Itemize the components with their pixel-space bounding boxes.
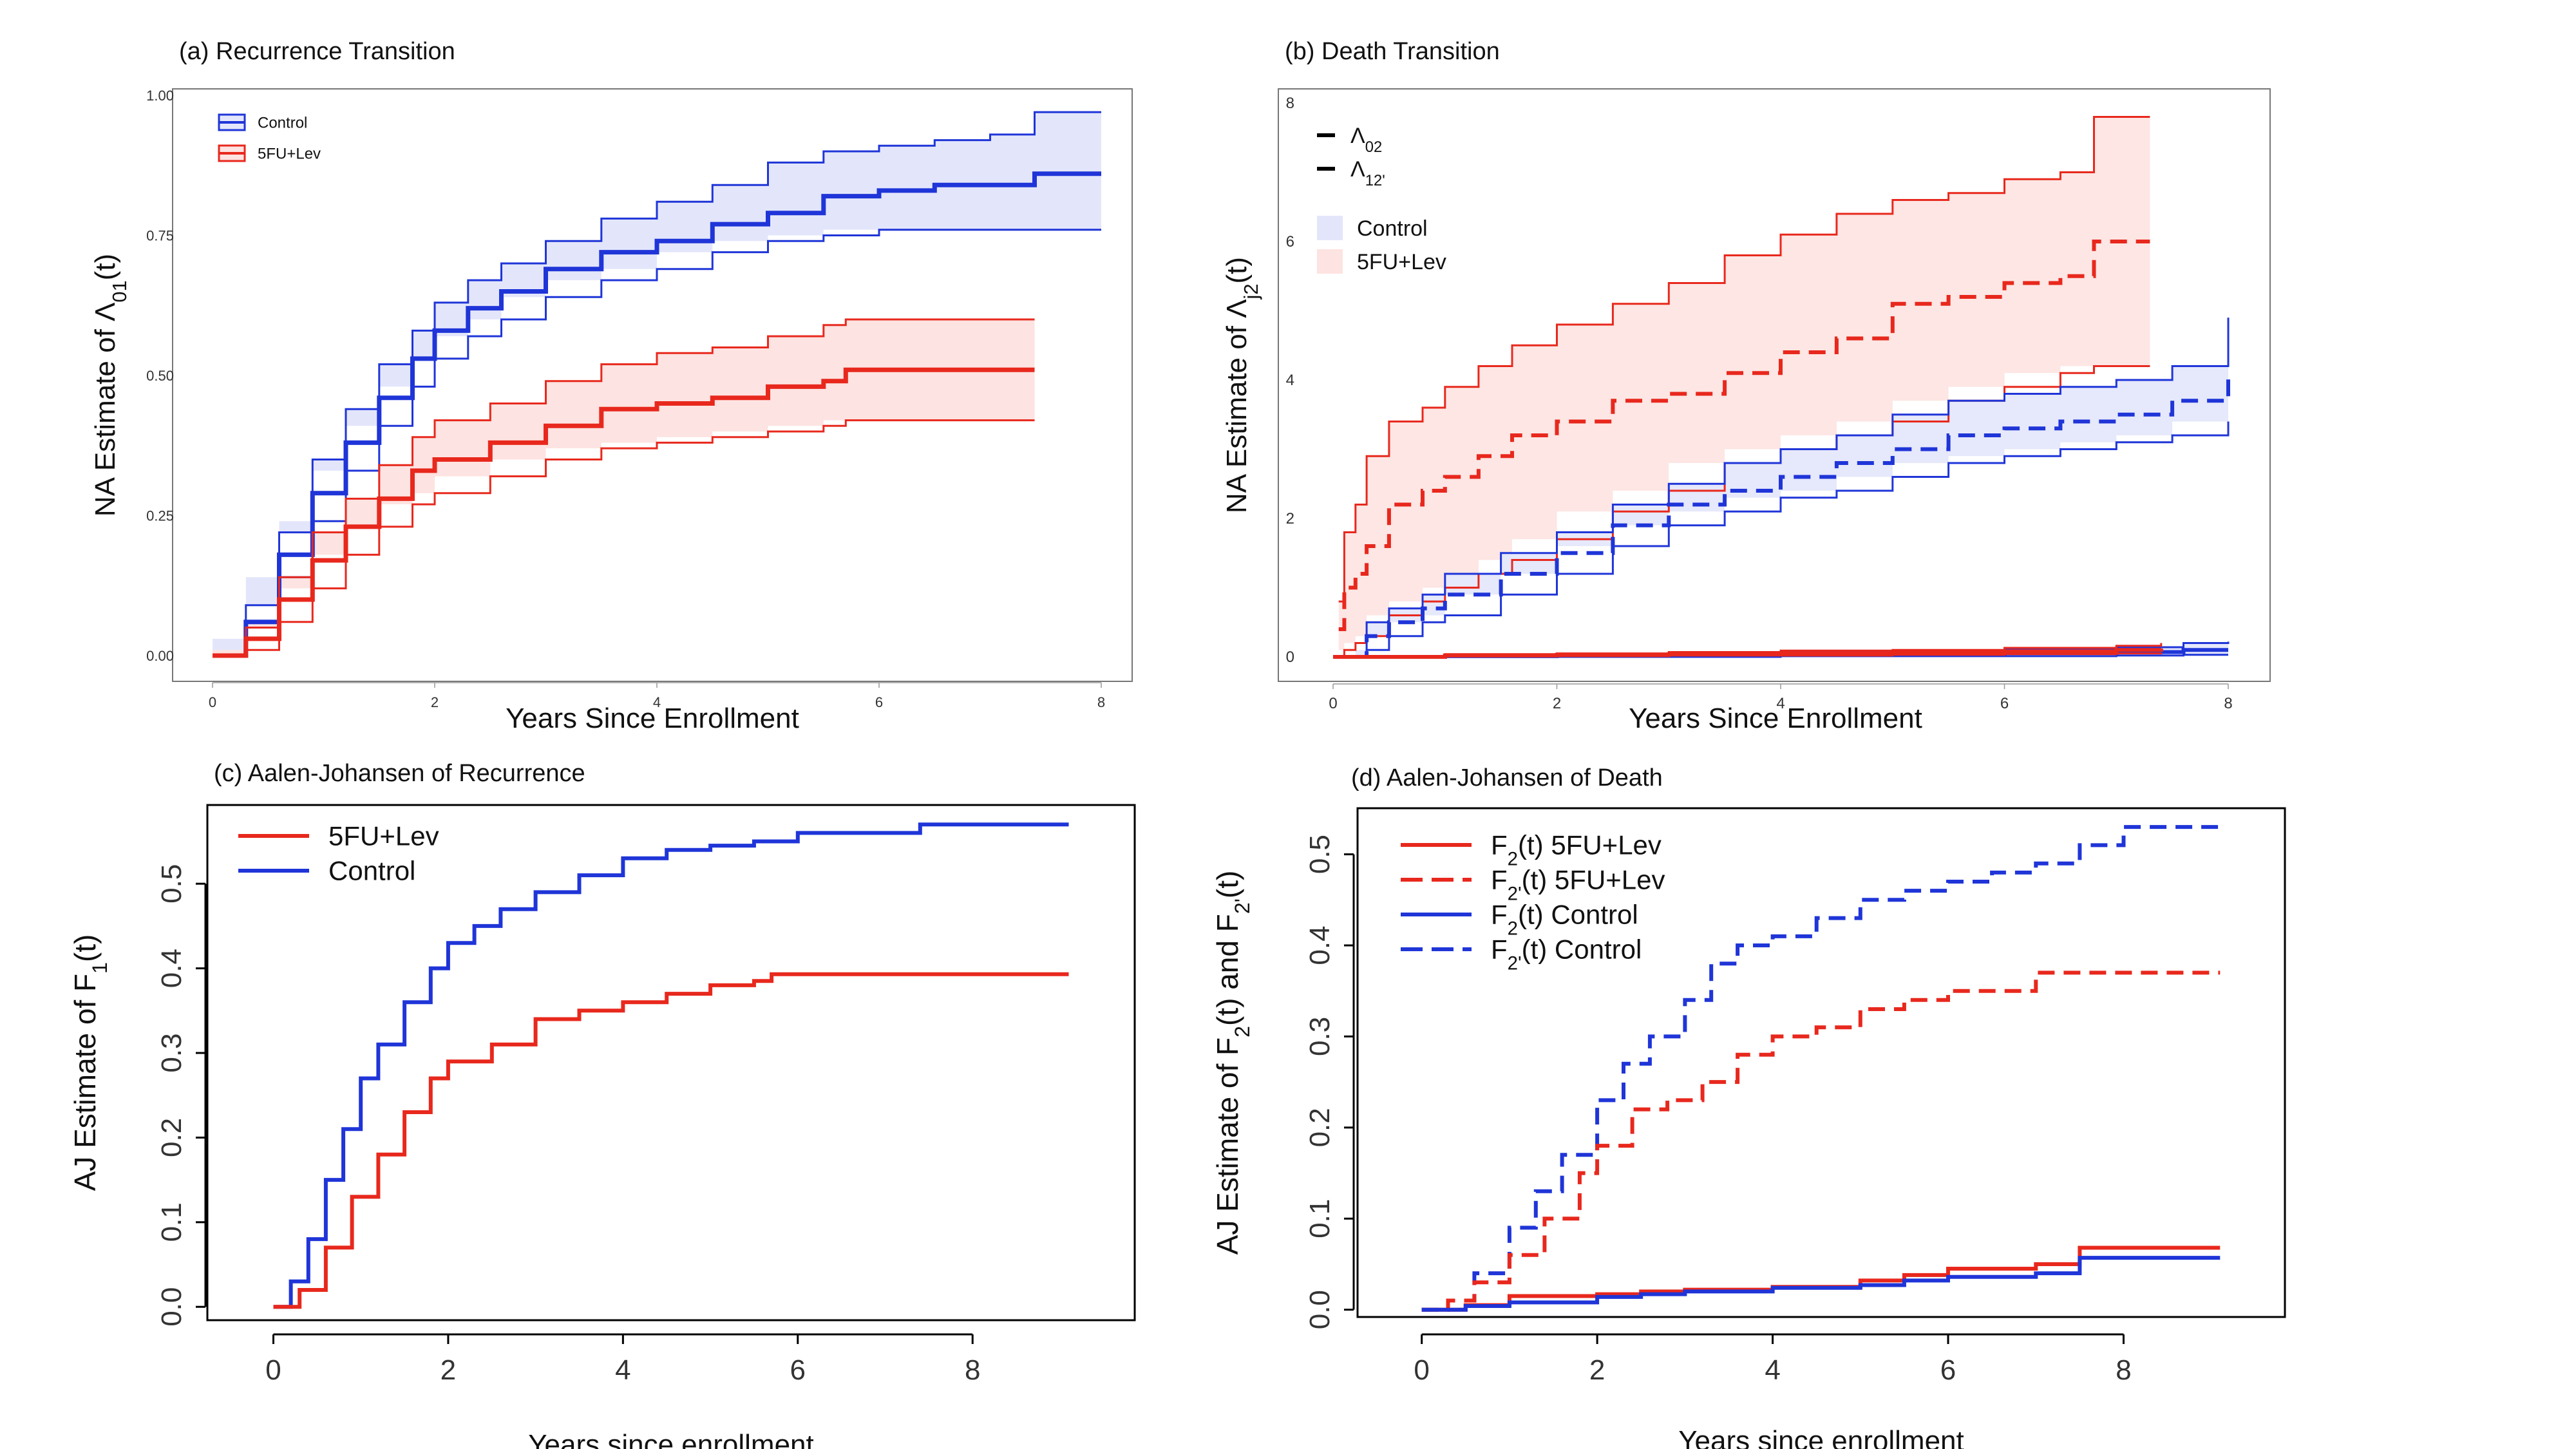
- x-tick-label: 8: [965, 1354, 980, 1386]
- x-tick-label: 0: [1414, 1354, 1429, 1386]
- y-tick-label: 8: [1286, 95, 1294, 112]
- series-line-5fu-lev: [273, 972, 1069, 1309]
- x-tick-label: 2: [1589, 1354, 1605, 1386]
- legend-item-b-3-swatch: [1317, 249, 1343, 274]
- x-tick-label: 6: [2000, 695, 2009, 712]
- x-tick-label: 6: [875, 694, 883, 710]
- y-tick-label: 0.4: [1304, 925, 1336, 965]
- y-tick-label: 0.5: [156, 864, 187, 904]
- y-tick-label: 0.1: [1304, 1199, 1336, 1238]
- panel-d-title: (d) Aalen-Johansen of Death: [1351, 764, 1663, 791]
- x-tick-label: 0: [209, 694, 216, 710]
- panel-b-y-axis-label: NA Estimate of Λj2(t): [1221, 257, 1262, 513]
- series-line-f2-control: [1421, 825, 2221, 1312]
- x-tick-label: 8: [2116, 1354, 2131, 1386]
- ci-lower-lambda12-control: [1355, 421, 2230, 658]
- legend-item-b-1-label: Λ12': [1350, 157, 1385, 189]
- panel-d-x-axis-label: Years since enrollment: [1678, 1425, 1964, 1449]
- panel-c-x-axis-label: Years since enrollment: [528, 1429, 814, 1449]
- ci-band-lambda12-5fu-lev: [1338, 117, 2150, 657]
- x-tick-label: 6: [790, 1354, 806, 1386]
- ci-band-5fu-lev: [213, 319, 1035, 656]
- legend-item-b-2-label: Control: [1357, 216, 1428, 241]
- y-tick-label: 2: [1286, 510, 1294, 527]
- legend-item-b-2-swatch: [1317, 216, 1343, 240]
- legend-item-b-3-label: 5FU+Lev: [1357, 250, 1446, 274]
- legend-item-d-1-label: F2'(t) 5FU+Lev: [1491, 865, 1665, 905]
- panel-a-title: (a) Recurrence Transition: [179, 38, 455, 65]
- panel-c-aj-recurrence: (c) Aalen-Johansen of Recurrence 0 2 4 6 8 0.…: [68, 760, 1136, 1449]
- x-tick-label: 4: [615, 1354, 630, 1386]
- ci-band-lambda12-control: [1355, 317, 2228, 657]
- x-tick-label: 0: [265, 1354, 281, 1386]
- panel-b-x-axis-label: Years Since Enrollment: [1629, 703, 1922, 734]
- legend-item-d-2-label: F2(t) Control: [1491, 900, 1638, 940]
- series-line-lambda12-5fu-lev: [1338, 240, 2150, 631]
- y-tick-label: 0.3: [156, 1033, 187, 1072]
- panel-d-aj-death: (d) Aalen-Johansen of Death 0 2 4 6 8 0.0 0.1 0…: [1211, 764, 2286, 1449]
- ci-upper-control: [213, 111, 1101, 657]
- legend-item-c-1-label: Control: [328, 856, 415, 886]
- x-tick-label: 8: [2224, 695, 2232, 712]
- series-line-control: [213, 171, 1101, 658]
- ci-lower-5fu-lev: [213, 419, 1035, 657]
- panel-c-title: (c) Aalen-Johansen of Recurrence: [214, 760, 585, 787]
- x-tick-label: 4: [1765, 1354, 1780, 1386]
- legend-item-b-0-label: Λ02: [1350, 124, 1382, 156]
- y-tick-label: 1.00: [146, 88, 174, 104]
- panel-a-plot-frame: [172, 88, 1133, 682]
- y-tick-label: 0.2: [156, 1118, 187, 1157]
- legend-item-c-0-label: 5FU+Lev: [328, 821, 439, 851]
- x-tick-label: 4: [1776, 695, 1785, 712]
- series-line-control: [273, 822, 1069, 1309]
- x-tick-label: 2: [440, 1354, 456, 1386]
- series-line-lambda02-5fu-lev: [1333, 648, 2163, 659]
- x-tick-label: 4: [653, 694, 661, 710]
- y-tick-label: 0.25: [146, 508, 174, 524]
- x-tick-label: 8: [1097, 694, 1105, 710]
- legend-item-d-3-label: F2'(t) Control: [1491, 934, 1642, 974]
- panel-b-plot-frame: [1278, 88, 2271, 682]
- panel-c-y-axis-label: AJ Estimate of F1(t): [68, 934, 111, 1191]
- y-tick-label: 6: [1286, 233, 1294, 251]
- y-tick-label: 0.00: [146, 648, 174, 664]
- y-tick-label: 0.75: [146, 228, 174, 244]
- panel-a-recurrence-transition: (a) Recurrence Transition 0 2 4 6 8 0.00 0.25 0…: [90, 38, 1133, 734]
- ci-band-control: [213, 112, 1101, 656]
- y-tick-label: 0.2: [1304, 1108, 1336, 1147]
- legend-item-d-0-label: F2(t) 5FU+Lev: [1491, 830, 1662, 870]
- y-tick-label: 0.5: [1304, 835, 1336, 874]
- series-line-5fu-lev: [213, 367, 1035, 658]
- x-tick-label: 6: [1940, 1354, 1956, 1386]
- panel-a-y-axis-label: NA Estimate of Λ01(t): [90, 254, 131, 516]
- x-tick-label: 0: [1329, 695, 1337, 712]
- panel-d-plot-frame: [1356, 807, 2286, 1318]
- panel-c-plot-frame: [206, 804, 1136, 1321]
- y-tick-label: 0.50: [146, 368, 174, 384]
- x-tick-label: 2: [431, 694, 439, 710]
- panel-d-y-axis-label: AJ Estimate of F2(t) and F2'(t): [1211, 871, 1254, 1255]
- series-line-f2-5fu-lev: [1421, 971, 2221, 1312]
- legend-item-a-1-label: 5FU+Lev: [258, 145, 321, 162]
- series-line-f2-control: [1421, 1256, 2221, 1312]
- ci-upper-lambda12-5fu-lev: [1338, 116, 2150, 603]
- panel-a-x-axis-label: Years Since Enrollment: [506, 703, 799, 734]
- ci-upper-lambda12-control: [1355, 317, 2230, 658]
- x-tick-label: 2: [1553, 695, 1561, 712]
- y-tick-label: 0: [1286, 649, 1294, 666]
- series-line-lambda12-control: [1355, 373, 2230, 659]
- y-tick-label: 0.0: [1304, 1290, 1336, 1329]
- y-tick-label: 4: [1286, 372, 1294, 389]
- y-tick-label: 0.3: [1304, 1017, 1336, 1056]
- y-tick-label: 0.0: [156, 1287, 187, 1327]
- y-tick-label: 0.1: [156, 1202, 187, 1242]
- legend-item-a-0-label: Control: [258, 114, 307, 131]
- y-tick-label: 0.4: [156, 949, 187, 988]
- panel-b-title: (b) Death Transition: [1285, 38, 1500, 65]
